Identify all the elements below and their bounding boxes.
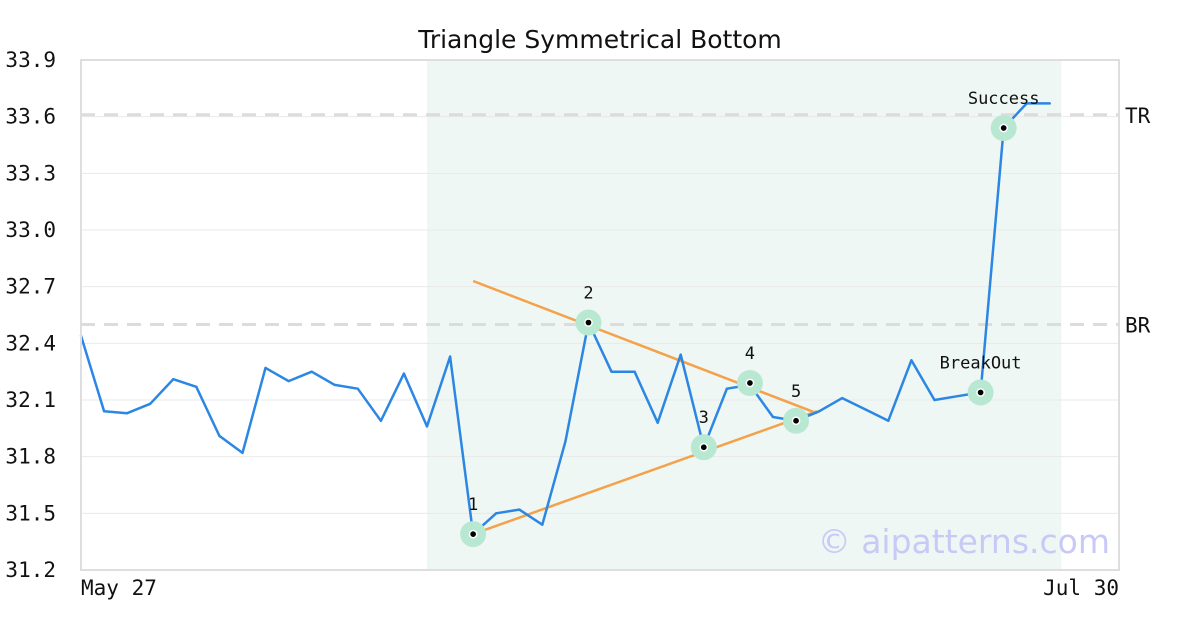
marker-label-3: 3 [699, 408, 709, 428]
marker-dot-success [999, 123, 1009, 133]
series-point-28 [725, 387, 729, 390]
trendline-1 [472, 410, 818, 536]
marker-label-breakout: BreakOut [940, 353, 1022, 373]
y-tick-label-6: 33.0 [5, 218, 56, 242]
y-tick-label-1: 31.5 [5, 501, 56, 525]
series-point-3 [149, 402, 152, 405]
x-tick-label-1: Jul 30 [1043, 576, 1119, 600]
series-point-24 [633, 370, 636, 373]
marker-dot-2 [584, 318, 593, 327]
y-tick-label-4: 32.4 [5, 331, 56, 355]
series-point-11 [333, 383, 336, 387]
series-point-19 [518, 508, 521, 511]
y-tick-label-7: 33.3 [5, 161, 56, 185]
series-point-8 [264, 366, 267, 370]
marker-label-4: 4 [745, 344, 755, 364]
y-tick-label-5: 32.7 [5, 275, 56, 299]
series-point-25 [656, 421, 659, 424]
series-point-37 [933, 398, 936, 402]
watermark: © aipatterns.com [818, 522, 1110, 561]
marker-label-1: 1 [468, 495, 478, 515]
series-point-16 [448, 355, 452, 358]
series-point-26 [679, 353, 682, 356]
marker-dot-breakout [976, 388, 985, 397]
x-tick-label-0: May 27 [81, 576, 157, 600]
price-series [79, 102, 1052, 536]
series-point-23 [610, 370, 613, 373]
marker-dot-5 [791, 416, 801, 426]
series-point-6 [218, 434, 221, 438]
series-point-9 [287, 379, 290, 383]
y-tick-label-0: 31.2 [5, 558, 56, 582]
y-tick-label-9: 33.9 [5, 48, 56, 72]
series-point-35 [887, 419, 890, 422]
series-point-36 [910, 359, 913, 362]
pattern-markers: 1 2 3 4 5 BreakOut Success [460, 89, 1040, 548]
series-point-2 [125, 412, 129, 415]
series-point-12 [356, 387, 359, 390]
pattern-region [427, 60, 1062, 570]
level-label-br: BR [1125, 313, 1151, 337]
series-point-33 [841, 396, 844, 400]
series-point-5 [195, 385, 198, 388]
y-tick-label-3: 32.1 [5, 388, 56, 412]
marker-dot-4 [745, 378, 755, 388]
series-point-32 [817, 410, 821, 413]
series-point-41 [1025, 102, 1028, 105]
series-point-10 [310, 370, 313, 373]
y-axis-ticks: 31.2 31.5 31.8 32.1 32.4 32.7 33.0 33.3 33.6 33.9 [5, 48, 56, 582]
series-point-13 [379, 419, 383, 422]
series-point-21 [564, 440, 567, 443]
plot-border [80, 59, 1120, 571]
chart-title: Triangle Symmetrical Bottom [417, 25, 782, 54]
series-point-14 [402, 372, 406, 375]
marker-dot-3 [699, 442, 709, 452]
series-point-15 [425, 425, 429, 428]
series-point-18 [495, 512, 498, 515]
series-point-4 [172, 378, 175, 381]
series-point-1 [102, 410, 106, 413]
marker-label-2: 2 [583, 284, 593, 304]
marker-label-success: Success [968, 89, 1040, 109]
y-tick-label-8: 33.6 [5, 105, 56, 129]
marker-dot-1 [468, 529, 478, 539]
series-point-7 [241, 451, 244, 455]
series-point-42 [1048, 102, 1052, 105]
marker-label-5: 5 [791, 382, 801, 402]
series-point-34 [864, 408, 867, 411]
x-axis-ticks: May 27 Jul 30 [81, 576, 1119, 600]
y-tick-label-2: 31.8 [5, 445, 56, 469]
series-point-20 [541, 523, 544, 526]
series-point-38 [956, 395, 959, 398]
series-point-30 [771, 415, 775, 419]
level-label-tr: TR [1125, 104, 1151, 128]
